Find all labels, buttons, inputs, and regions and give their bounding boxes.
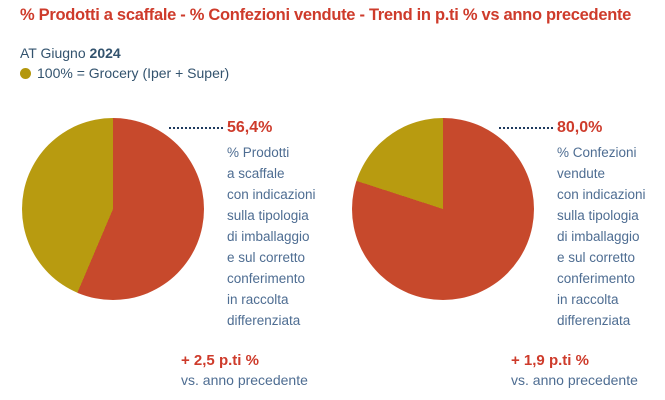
pie-chart-confezioni	[352, 118, 534, 300]
period-label: AT Giugno 2024	[20, 45, 121, 61]
callout-confezioni: 80,0% % Confezioni vendute con indicazio…	[557, 119, 662, 331]
period-year: 2024	[89, 45, 121, 61]
connector-dotted-line	[169, 127, 223, 129]
chart-group-prodotti: 56,4% % Prodotti a scaffale con indicazi…	[22, 118, 332, 388]
callout-prodotti: 56,4% % Prodotti a scaffale con indicazi…	[227, 119, 332, 331]
legend: 100% = Grocery (Iper + Super)	[20, 65, 229, 81]
period-text: AT Giugno	[20, 45, 86, 61]
chart-group-confezioni: 80,0% % Confezioni vendute con indicazio…	[330, 0, 665, 400]
legend-bullet-icon	[20, 67, 31, 79]
page-title: % Prodotti a scaffale - % Confezioni ven…	[20, 6, 632, 24]
trend-value: + 2,5 p.ti %	[181, 352, 259, 369]
legend-text: 100% = Grocery (Iper + Super)	[37, 65, 230, 81]
connector-dotted-line	[499, 127, 553, 129]
value-label: 56,4%	[227, 119, 273, 136]
trend-block: + 1,9 p.ti % vs. anno precedente	[511, 352, 638, 388]
trend-block: + 2,5 p.ti % vs. anno precedente	[181, 352, 308, 388]
trend-caption: vs. anno precedente	[181, 372, 308, 388]
value-description: % Prodotti a scaffale con indicazioni su…	[227, 145, 316, 328]
value-label: 80,0%	[557, 119, 603, 136]
value-description: % Confezioni vendute con indicazioni sul…	[557, 145, 646, 328]
trend-value: + 1,9 p.ti %	[511, 352, 589, 369]
trend-caption: vs. anno precedente	[511, 372, 638, 388]
pie-chart-prodotti	[22, 118, 204, 300]
